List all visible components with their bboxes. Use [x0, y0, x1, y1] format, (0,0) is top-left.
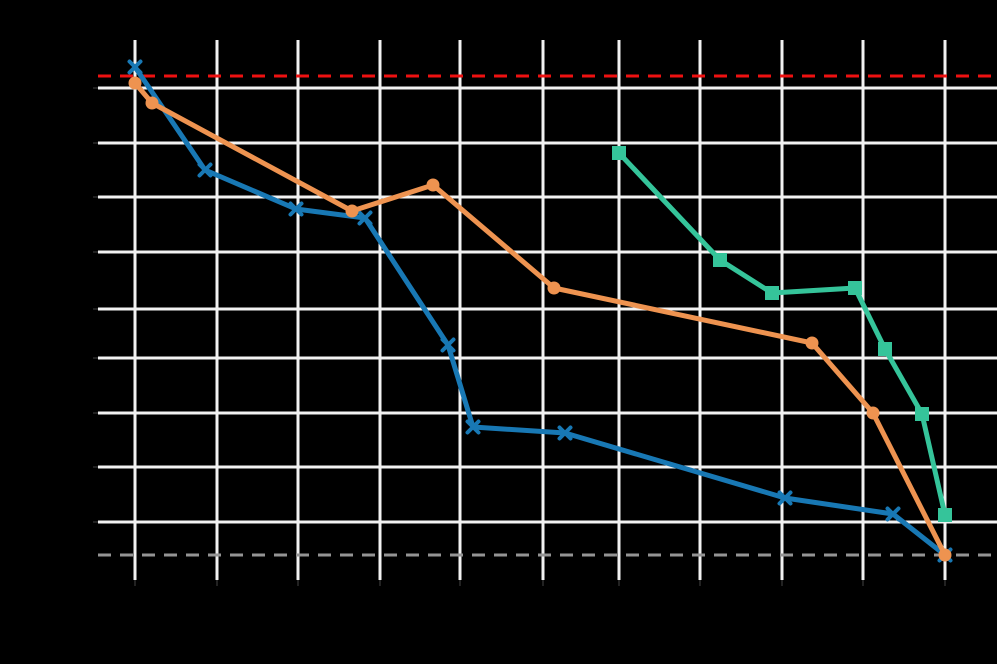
green-series-marker[interactable] [713, 253, 727, 267]
blue-series-marker[interactable] [465, 419, 481, 435]
orange-series-marker[interactable] [145, 96, 159, 110]
green-series-marker[interactable] [765, 286, 779, 300]
orange-series-marker[interactable] [805, 336, 819, 350]
blue-series-marker[interactable] [557, 425, 573, 441]
reference-lines [98, 74, 997, 557]
green-series-marker[interactable] [878, 342, 892, 356]
green-series-marker[interactable] [612, 146, 626, 160]
blue-series-marker[interactable] [288, 201, 304, 217]
green-series[interactable] [612, 146, 952, 522]
blue-series-marker[interactable] [127, 59, 143, 75]
blue-series-line [132, 64, 948, 558]
orange-series-line [132, 80, 948, 558]
orange-series-marker[interactable] [866, 406, 880, 420]
axis-ticks [93, 87, 946, 586]
orange-series-marker[interactable] [938, 548, 952, 562]
green-series-marker[interactable] [848, 281, 862, 295]
blue-series-marker[interactable] [440, 337, 456, 353]
blue-series-marker[interactable] [197, 162, 213, 178]
orange-series[interactable] [128, 76, 952, 562]
orange-series-marker[interactable] [426, 178, 440, 192]
grid-lines [98, 40, 997, 580]
orange-series-marker[interactable] [128, 76, 142, 90]
blue-series[interactable] [127, 59, 953, 563]
blue-series-marker[interactable] [777, 490, 793, 506]
green-series-marker[interactable] [915, 407, 929, 421]
orange-series-marker[interactable] [345, 204, 359, 218]
orange-series-marker[interactable] [547, 281, 561, 295]
blue-series-marker[interactable] [885, 506, 901, 522]
blue-series-marker[interactable] [357, 210, 373, 226]
data-series [127, 59, 953, 563]
green-series-marker[interactable] [938, 508, 952, 522]
